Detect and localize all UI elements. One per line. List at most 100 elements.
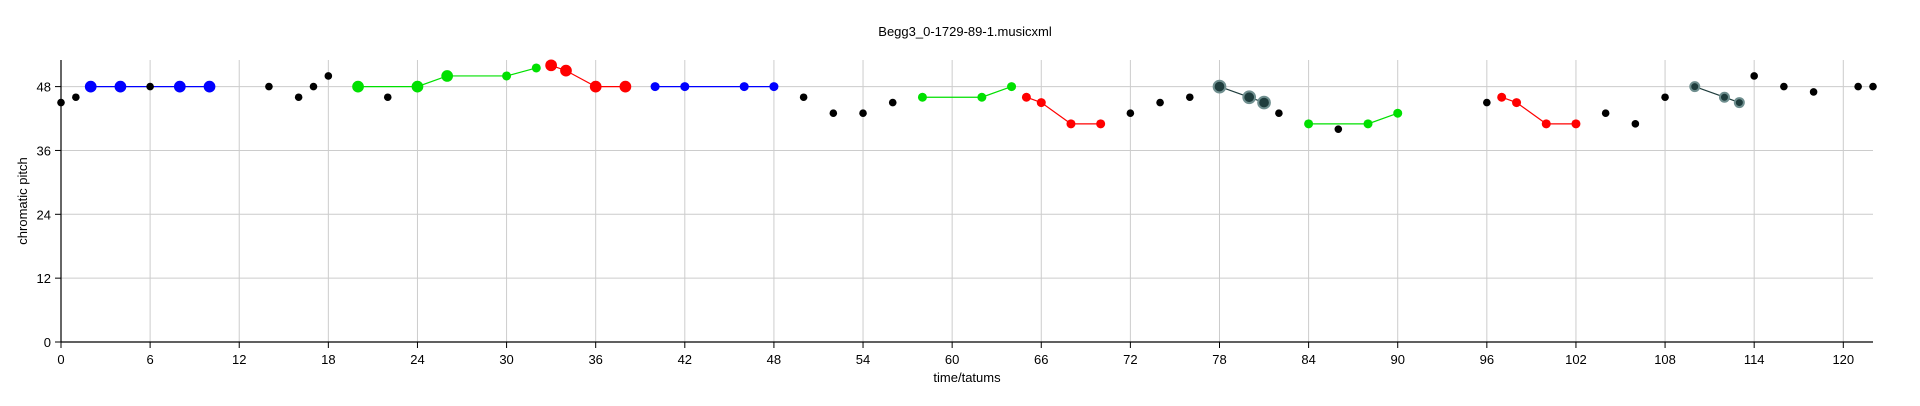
note-point	[114, 80, 127, 93]
note-point	[1036, 98, 1046, 108]
y-axis-label: chromatic pitch	[15, 157, 30, 244]
note-point	[1733, 97, 1745, 109]
note-point	[560, 64, 572, 77]
note-point	[1096, 119, 1106, 129]
note-point	[917, 92, 927, 102]
note-point	[411, 80, 424, 93]
x-tick-label: 120	[1832, 352, 1854, 367]
x-tick-label: 30	[499, 352, 513, 367]
note-point	[531, 63, 541, 73]
note-point	[739, 82, 749, 92]
note-group-blue	[84, 80, 216, 93]
note-point	[1212, 79, 1227, 94]
chart-title: Begg3_0-1729-89-1.musicxml	[878, 24, 1052, 39]
x-tick-label: 12	[232, 352, 246, 367]
note-point	[265, 82, 273, 91]
note-group-green	[917, 82, 1017, 102]
x-tick-label: 18	[321, 352, 335, 367]
note-point	[84, 80, 97, 93]
note-point	[1718, 91, 1730, 103]
note-point	[1257, 95, 1271, 110]
note-point	[1334, 125, 1343, 133]
note-point	[1854, 82, 1862, 91]
note-point	[650, 82, 660, 92]
x-tick-label: 6	[146, 352, 153, 367]
note-point	[680, 82, 690, 92]
note-point	[1275, 109, 1283, 118]
note-point	[57, 98, 65, 107]
note-point	[294, 93, 303, 102]
note-group-line	[1308, 112, 1398, 125]
note-point	[829, 109, 838, 118]
x-ticks: 0 6 12 18 24 30 36 42 48 54 60 66 72 78 84 90 96 102 108 11…	[57, 342, 1854, 367]
x-tick-label: 54	[856, 352, 870, 367]
note-point	[1126, 109, 1135, 118]
note-point	[203, 80, 216, 93]
note-group-dark	[1212, 79, 1271, 110]
x-tick-label: 36	[588, 352, 602, 367]
note-group-dark	[1689, 81, 1745, 109]
x-tick-label: 78	[1212, 352, 1226, 367]
x-tick-label: 84	[1301, 352, 1315, 367]
note-group-line	[550, 64, 626, 88]
x-tick-label: 66	[1034, 352, 1048, 367]
x-tick-label: 114	[1744, 352, 1765, 367]
note-point	[1483, 98, 1491, 107]
note-group-green	[1304, 108, 1403, 129]
x-tick-label: 48	[767, 352, 781, 367]
note-point	[1661, 93, 1669, 102]
x-tick-label: 72	[1123, 352, 1137, 367]
note-point	[769, 82, 779, 92]
note-point	[1021, 92, 1031, 102]
y-tick-label: 48	[37, 80, 51, 95]
note-point	[589, 80, 602, 93]
note-group-green	[352, 63, 541, 93]
note-point	[859, 109, 867, 118]
y-tick-label: 24	[37, 207, 51, 222]
x-axis-label: time/tatums	[933, 370, 1001, 385]
axes	[60, 60, 1873, 343]
note-point	[1497, 92, 1507, 102]
y-ticks: 0 12 24 36 48	[37, 80, 61, 350]
note-point	[619, 80, 632, 93]
x-tick-label: 96	[1480, 352, 1494, 367]
x-tick-label: 90	[1390, 352, 1404, 367]
note-point	[1571, 119, 1581, 129]
note-point	[799, 93, 808, 102]
note-point	[1869, 82, 1877, 91]
note-point	[146, 82, 154, 91]
note-group-line	[922, 86, 1012, 98]
x-tick-label: 102	[1565, 352, 1587, 367]
note-point	[1242, 90, 1257, 105]
note-point	[1750, 72, 1758, 80]
note-point	[1809, 88, 1818, 96]
note-point	[441, 70, 454, 82]
note-point	[1601, 109, 1610, 118]
grid	[61, 60, 1873, 342]
note-group-red	[1021, 92, 1106, 129]
note-group-blue	[650, 82, 779, 92]
note-point	[1541, 119, 1551, 129]
x-tick-label: 60	[945, 352, 959, 367]
note-point	[545, 59, 557, 72]
note-point	[173, 80, 186, 93]
x-tick-label: 42	[678, 352, 692, 367]
x-tick-label: 108	[1654, 352, 1676, 367]
note-point	[1393, 108, 1403, 118]
note-point	[383, 93, 392, 102]
note-point	[1363, 119, 1373, 129]
note-point	[309, 82, 318, 91]
x-tick-label: 24	[410, 352, 424, 367]
note-group-line	[1694, 86, 1740, 104]
note-point	[1007, 82, 1017, 92]
note-point	[1631, 120, 1640, 128]
notes-layer	[57, 72, 1877, 133]
note-point	[1780, 82, 1788, 91]
note-point	[1156, 98, 1164, 107]
note-group-line	[1219, 86, 1265, 104]
note-group-red	[545, 59, 632, 93]
note-point	[1066, 119, 1076, 129]
note-point	[352, 80, 364, 93]
